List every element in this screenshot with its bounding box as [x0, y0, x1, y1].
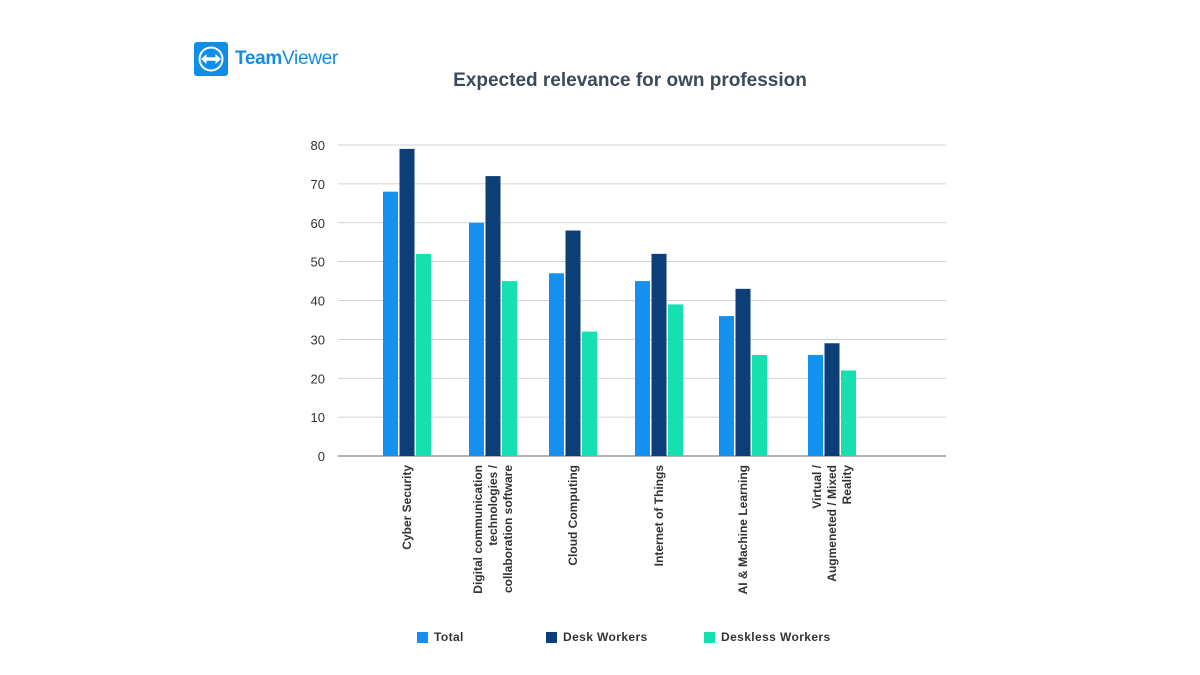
y-tick-label: 30 [311, 332, 325, 347]
x-category-label: AI & Machine Learning [736, 465, 750, 594]
x-category-label: Virtual /Augmeneted / MixedReality [810, 464, 854, 581]
x-category-label-line: collaboration software [501, 465, 515, 593]
bar-total [549, 273, 564, 456]
bar-desk-workers [651, 253, 667, 456]
chart-legend: Total Desk Workers Deskless Workers [0, 630, 1200, 648]
y-tick-label: 70 [311, 177, 325, 192]
y-tick-label: 20 [311, 371, 325, 386]
bar-deskless-workers [582, 331, 597, 456]
y-tick-label: 40 [311, 294, 325, 309]
bar-total [635, 281, 650, 456]
x-category-label-line: Cyber Security [400, 465, 414, 550]
bar-desk-workers [565, 230, 581, 456]
x-category-label: Digital communicationtechnologies /colla… [471, 464, 515, 593]
brand-name: TeamViewer [235, 48, 338, 70]
bar-desk-workers [735, 288, 751, 456]
brand-name-part2: Viewer [282, 48, 338, 69]
x-category-label: Internet of Things [652, 465, 666, 567]
bar-total [808, 354, 823, 456]
y-tick-label: 60 [311, 216, 325, 231]
y-tick-label: 80 [311, 138, 325, 153]
x-category-label-line: Reality [840, 465, 854, 505]
legend-item-total: Total [417, 630, 464, 644]
x-category-label-line: Virtual / [810, 464, 824, 508]
legend-label: Total [434, 630, 464, 644]
x-category-label-line: Cloud Computing [566, 465, 580, 566]
bar-total [469, 222, 484, 456]
x-category-label: Cyber Security [400, 465, 414, 550]
legend-item-deskless-workers: Deskless Workers [704, 630, 831, 644]
bar-deskless-workers [416, 253, 431, 456]
bar-total [719, 316, 734, 456]
x-category-label-line: Digital communication [471, 465, 485, 594]
legend-swatch [704, 631, 715, 643]
y-tick-label: 50 [311, 255, 325, 270]
x-category-label-line: technologies / [486, 464, 500, 545]
y-tick-label: 10 [311, 410, 325, 425]
bar-deskless-workers [668, 304, 683, 456]
x-category-label-line: Augmeneted / Mixed [825, 465, 839, 582]
x-category-label-line: Internet of Things [652, 465, 666, 567]
bar-deskless-workers [841, 370, 856, 456]
bar-deskless-workers [502, 281, 517, 456]
bar-desk-workers [824, 343, 840, 456]
x-category-label-line: AI & Machine Learning [736, 465, 750, 594]
teamviewer-arrows-icon [194, 42, 228, 76]
bar-total [383, 191, 398, 456]
legend-swatch [417, 631, 428, 643]
legend-item-desk-workers: Desk Workers [546, 630, 648, 644]
x-category-label: Cloud Computing [566, 465, 580, 566]
bar-desk-workers [399, 148, 415, 456]
y-tick-label: 0 [318, 449, 325, 464]
legend-label: Desk Workers [563, 630, 648, 644]
legend-swatch [546, 631, 557, 643]
bar-deskless-workers [752, 354, 767, 456]
brand-name-part1: Team [235, 48, 283, 69]
legend-label: Deskless Workers [721, 630, 831, 644]
bar-desk-workers [485, 176, 501, 456]
teamviewer-logo: TeamViewer [194, 42, 338, 76]
chart-title: Expected relevance for own profession [453, 70, 807, 91]
